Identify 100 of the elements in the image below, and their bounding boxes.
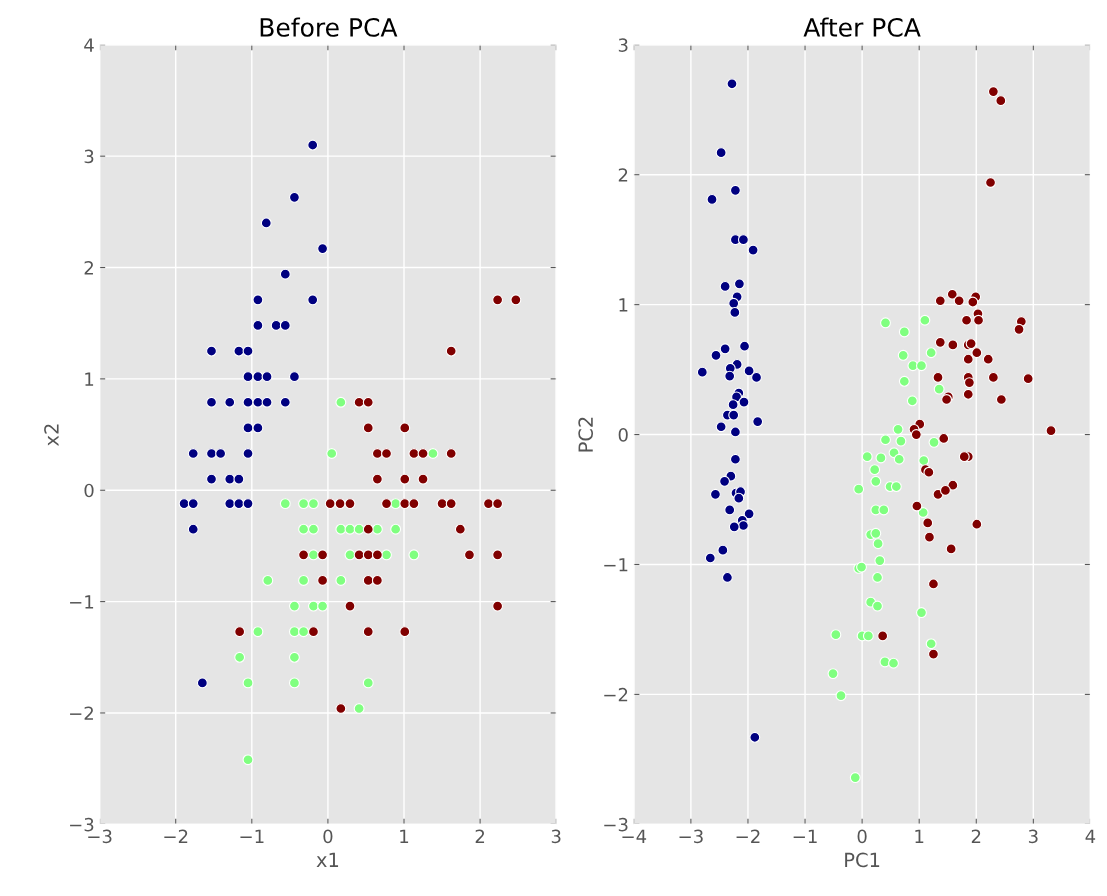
- point: [234, 626, 246, 638]
- point: [982, 353, 994, 365]
- y-tick-label: 1: [85, 372, 94, 386]
- point: [985, 177, 996, 188]
- point: [252, 422, 264, 434]
- point: [371, 473, 383, 485]
- point: [733, 492, 745, 504]
- point: [224, 396, 236, 408]
- y-tick-label: 0: [84, 483, 94, 498]
- point: [463, 549, 475, 561]
- point: [307, 523, 319, 535]
- point: [261, 396, 273, 408]
- point: [408, 549, 420, 561]
- point: [728, 521, 740, 533]
- point: [335, 703, 347, 714]
- point: [870, 527, 882, 539]
- point: [743, 365, 755, 377]
- point: [878, 504, 890, 516]
- point: [751, 371, 762, 383]
- point: [737, 234, 749, 246]
- y-tick-label: 1: [619, 298, 628, 312]
- x-tick-label: −1: [793, 829, 817, 843]
- point: [719, 343, 731, 355]
- point: [353, 396, 365, 408]
- x-axis-title: PC1: [845, 852, 880, 868]
- point: [399, 422, 411, 434]
- point: [729, 453, 741, 465]
- point: [927, 578, 939, 590]
- point: [234, 651, 246, 663]
- point: [242, 448, 254, 459]
- point: [335, 574, 347, 586]
- point: [298, 574, 310, 586]
- point: [298, 498, 310, 510]
- point: [729, 426, 741, 438]
- point: [233, 473, 245, 485]
- point: [738, 396, 750, 408]
- x-tick-label: −1: [240, 829, 264, 843]
- y-tick-label: −1: [70, 595, 94, 609]
- point: [362, 422, 374, 434]
- point: [726, 78, 738, 90]
- x-tick-label: 1: [915, 829, 924, 843]
- point: [445, 448, 457, 459]
- point: [279, 268, 291, 280]
- point: [961, 314, 973, 326]
- point: [853, 483, 865, 495]
- point: [934, 336, 946, 348]
- point: [743, 508, 755, 520]
- chart-title: Before PCA: [260, 17, 398, 37]
- point: [307, 139, 319, 151]
- y-tick-label: 0: [618, 428, 628, 442]
- point: [953, 295, 965, 307]
- y-axis-title: PC2: [578, 417, 594, 452]
- point: [973, 314, 985, 326]
- point: [922, 517, 934, 529]
- x-tick-label: 3: [551, 829, 561, 844]
- point: [492, 600, 504, 612]
- point: [206, 473, 217, 485]
- x-tick-label: 3: [1028, 829, 1038, 844]
- point: [728, 409, 740, 421]
- point: [870, 475, 882, 487]
- point: [872, 572, 883, 583]
- point: [344, 549, 356, 561]
- point: [749, 731, 761, 743]
- point: [739, 340, 751, 352]
- point: [967, 296, 979, 308]
- point: [288, 191, 300, 203]
- point: [242, 371, 254, 383]
- chart-title: After PCA: [803, 17, 921, 37]
- point: [288, 371, 300, 383]
- point: [362, 677, 374, 689]
- point: [492, 549, 504, 561]
- point: [717, 544, 729, 556]
- point: [344, 523, 356, 535]
- point: [317, 574, 329, 586]
- point: [279, 498, 291, 510]
- point: [242, 677, 254, 689]
- point: [911, 500, 923, 512]
- point: [888, 657, 899, 669]
- point: [874, 555, 886, 567]
- point: [445, 345, 457, 357]
- point: [710, 349, 722, 361]
- point: [353, 523, 365, 535]
- point: [335, 396, 347, 408]
- point: [880, 434, 891, 446]
- point: [987, 86, 999, 98]
- point: [362, 574, 374, 586]
- point: [835, 690, 847, 702]
- point: [492, 294, 504, 306]
- point: [928, 436, 940, 448]
- point: [898, 375, 910, 387]
- point: [724, 370, 736, 382]
- x-axis-title: x1: [316, 852, 339, 867]
- point: [729, 184, 741, 196]
- point: [298, 523, 310, 535]
- point: [872, 600, 883, 612]
- point: [719, 280, 731, 292]
- point: [242, 498, 254, 510]
- point: [260, 217, 272, 229]
- point: [288, 600, 300, 612]
- point: [427, 448, 439, 459]
